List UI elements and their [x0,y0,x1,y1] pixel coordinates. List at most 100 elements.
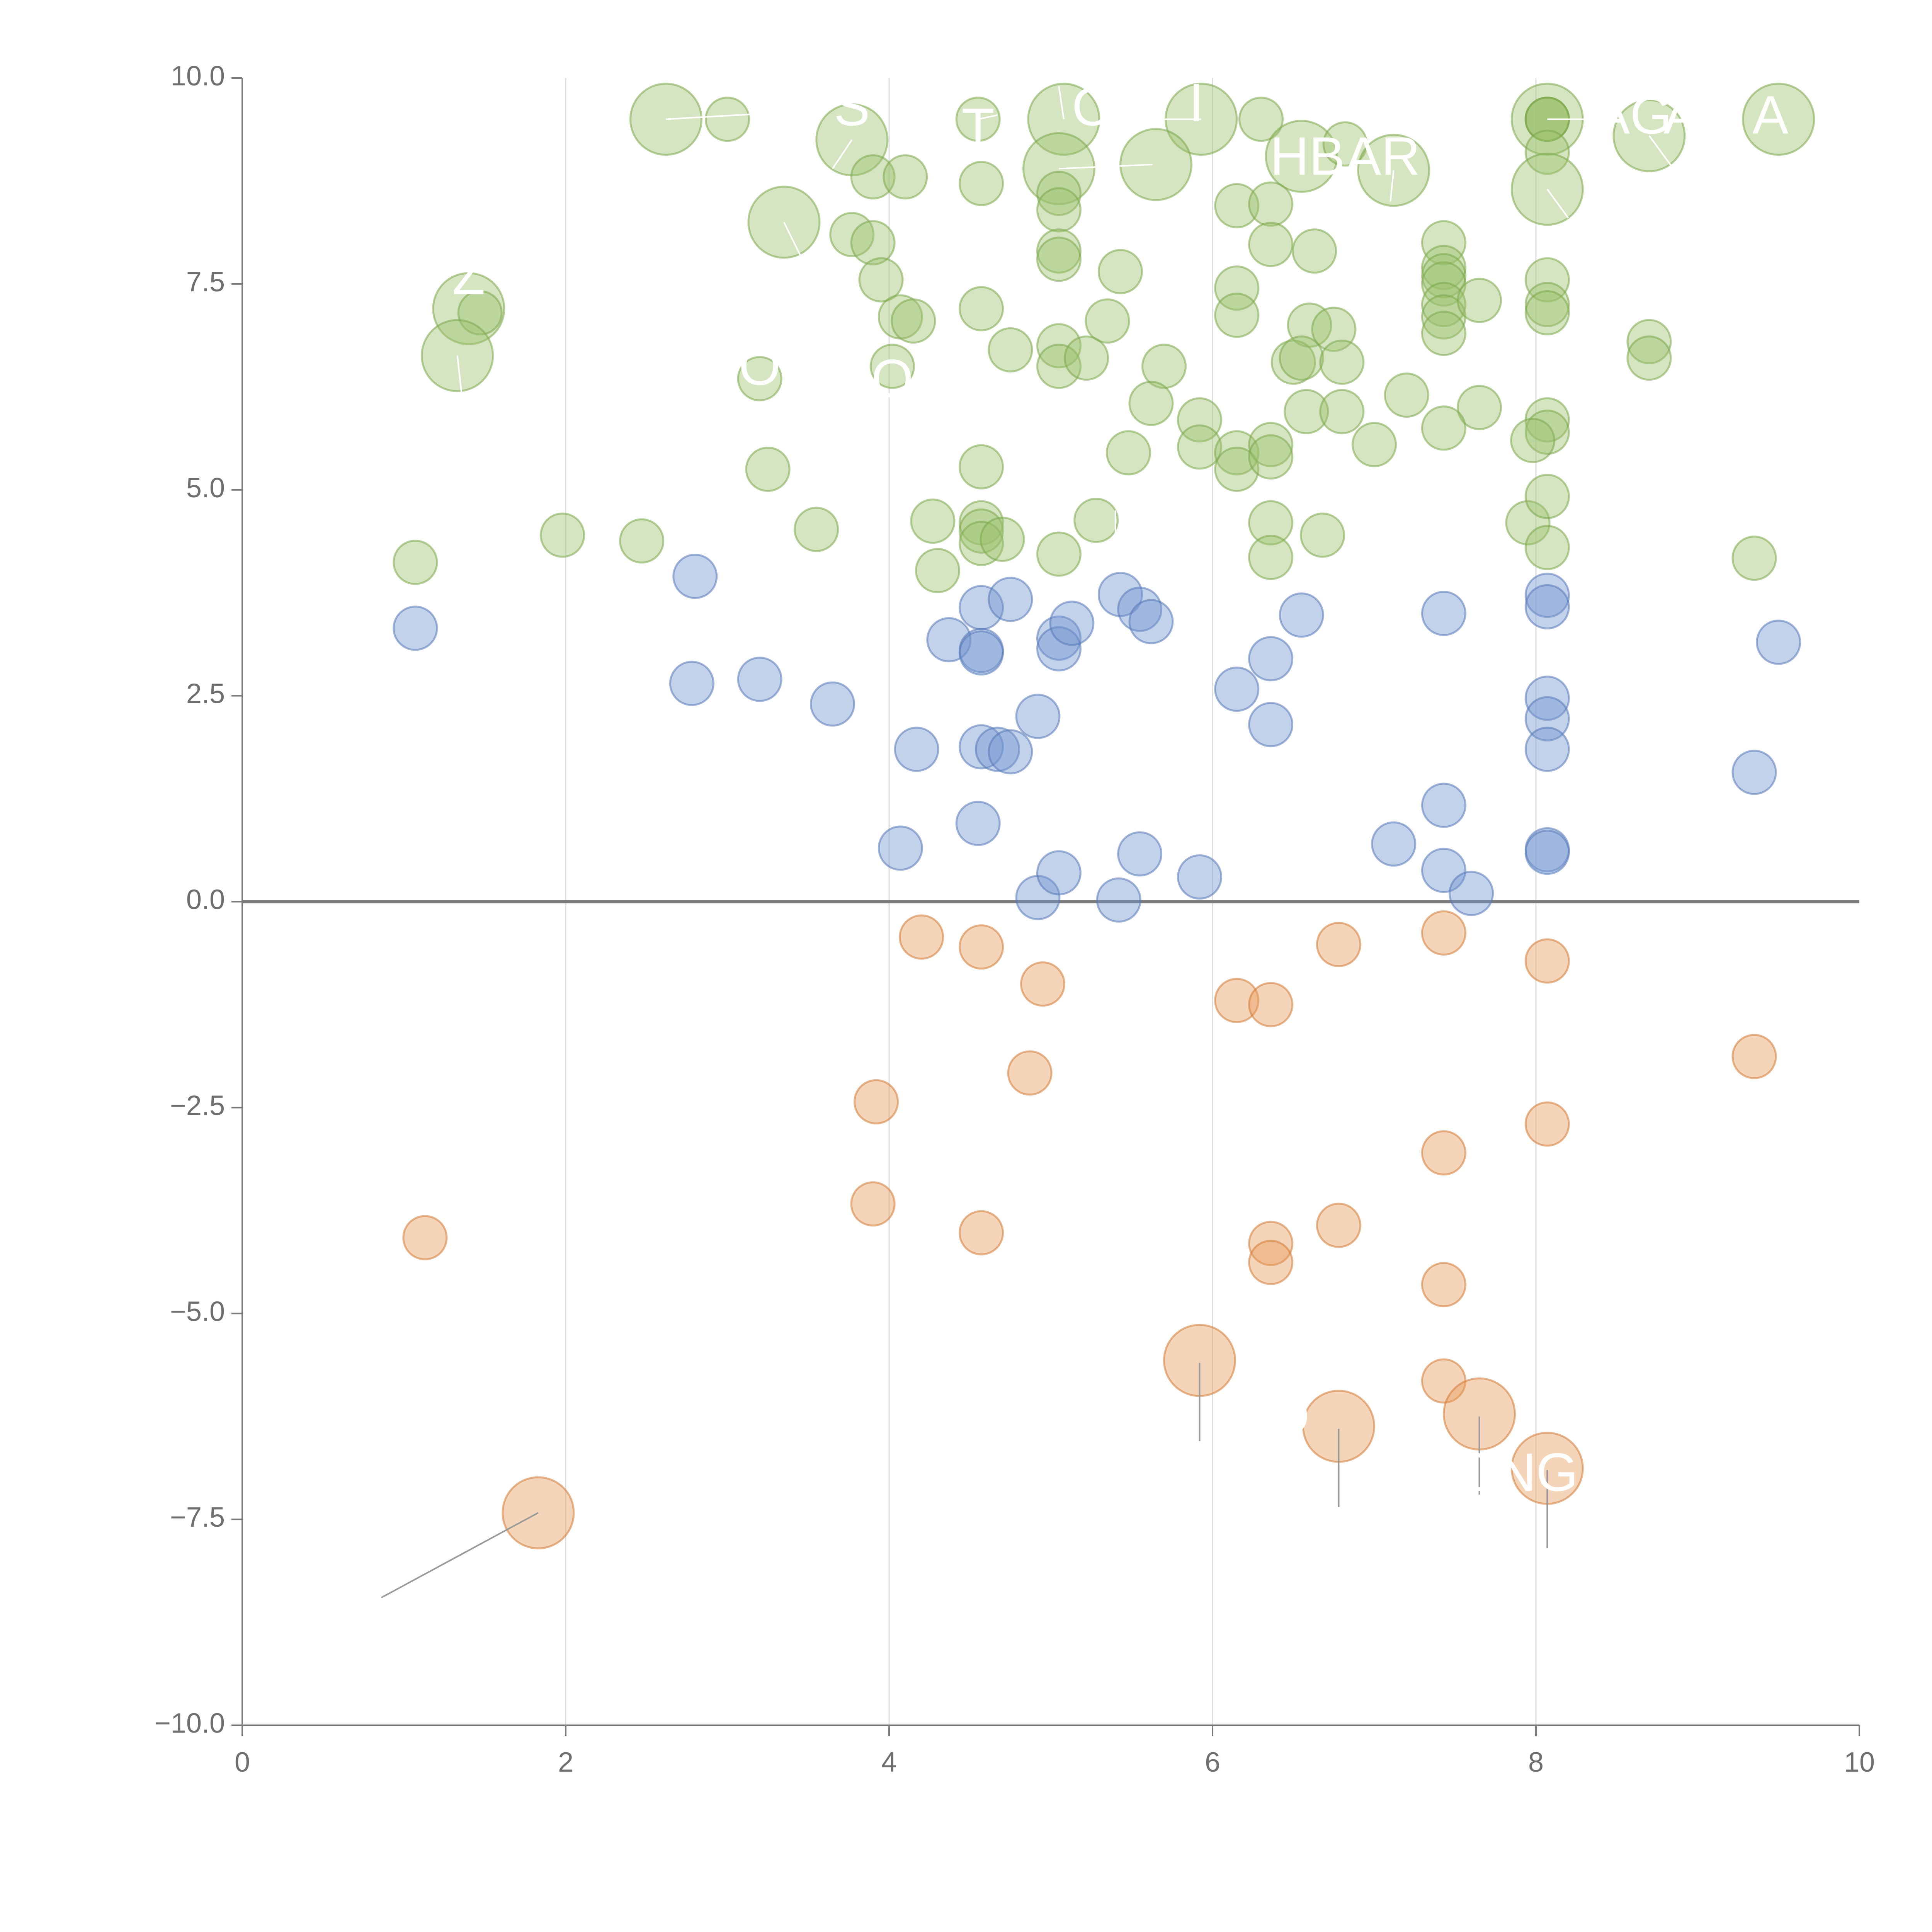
low-point [1007,1050,1053,1096]
high-point [1141,344,1187,389]
mid-point [959,630,1004,676]
low-point [1020,961,1066,1007]
y-tick-label: 5.0 [186,473,225,503]
leader-line [1059,163,1153,170]
x-tick-label: 4 [881,1747,897,1778]
low-point [1248,1221,1294,1266]
mid-point [1015,694,1061,739]
mid-point [878,825,923,871]
y-tick-label: 7.5 [186,267,225,298]
mid-point [1214,667,1260,712]
mid-point [1371,821,1417,867]
high-point [891,298,936,344]
low-point [1316,922,1361,967]
mid-point [975,726,1020,772]
mid-point [1421,848,1466,893]
y-tick-label: 2.5 [186,679,225,709]
mid-point [1177,854,1223,900]
leader-line [456,355,463,400]
mid-point [1096,877,1141,923]
bubble-label: S [834,76,870,137]
mid-point [393,605,438,651]
mid-point [1036,615,1082,661]
mid-point [1524,830,1570,875]
x-tick-label: 10 [1844,1747,1875,1778]
mid-point [810,681,855,727]
high-point [1128,381,1174,426]
leader-line [1058,86,1065,119]
high-point [1421,311,1466,356]
high-point [1248,422,1294,468]
high-point [1742,83,1815,156]
high-point [1036,531,1082,577]
high-point [910,498,956,544]
high-point [850,220,896,265]
leader-line [832,139,853,169]
bubble-label: O [739,336,781,396]
mid-point [988,577,1033,622]
y-tick-label: −5.0 [170,1296,225,1327]
bubble-label: HBAR [1270,126,1420,186]
mid-point [1248,702,1294,747]
mid-point [1524,584,1570,629]
high-point [1292,228,1337,274]
high-point [1284,389,1329,434]
high-point [1524,525,1570,570]
x-tick-label: 6 [1205,1747,1220,1778]
high-point [869,344,915,389]
high-point [850,154,896,200]
bubble-label: ONG [1455,1442,1578,1502]
high-point [1457,385,1502,430]
high-point [1119,128,1193,201]
low-point [1248,982,1294,1027]
high-point [1300,512,1345,558]
bubble-layer [393,83,1815,1549]
high-point [1421,220,1466,265]
high-point [1319,389,1365,434]
x-tick-label: 8 [1528,1747,1544,1778]
y-tick-label: 0.0 [186,884,225,915]
high-point [1626,319,1672,364]
high-point [737,356,782,401]
high-point [1177,397,1223,443]
bubble-label: AG [1594,85,1672,145]
high-point [705,97,750,142]
mid-point [1421,590,1466,636]
high-point [1524,129,1570,175]
y-tick-label: −2.5 [170,1090,225,1121]
high-point [1064,335,1109,381]
high-point [1384,372,1429,418]
low-point [1731,1034,1777,1079]
mid-point [1036,850,1082,896]
mid-point [1097,571,1143,617]
high-point [1352,422,1397,468]
mid-point [737,656,782,702]
bubble-label: I [1189,72,1204,133]
low-point [402,1215,448,1260]
high-point [915,548,961,594]
mid-point [1756,619,1801,665]
mid-point [1449,871,1494,916]
high-point [959,444,1004,490]
high-point [1248,181,1294,227]
leader-line [978,114,998,120]
mid-point [1049,600,1095,646]
high-point [1214,430,1260,476]
high-point [1626,335,1672,381]
high-point [1731,536,1777,581]
high-point [1036,323,1082,369]
mid-point [959,724,1004,770]
high-point [1322,121,1368,167]
mid-point [1128,599,1174,645]
high-point [959,161,1004,206]
high-point [457,290,503,335]
mid-point [1036,626,1082,672]
y-tick-label: −10.0 [155,1708,225,1739]
high-point [1524,257,1570,303]
low-point [1248,1240,1294,1285]
high-point [1524,410,1570,455]
bubble-label: Z [452,245,485,306]
high-point [1073,498,1119,543]
high-point [1105,430,1151,476]
